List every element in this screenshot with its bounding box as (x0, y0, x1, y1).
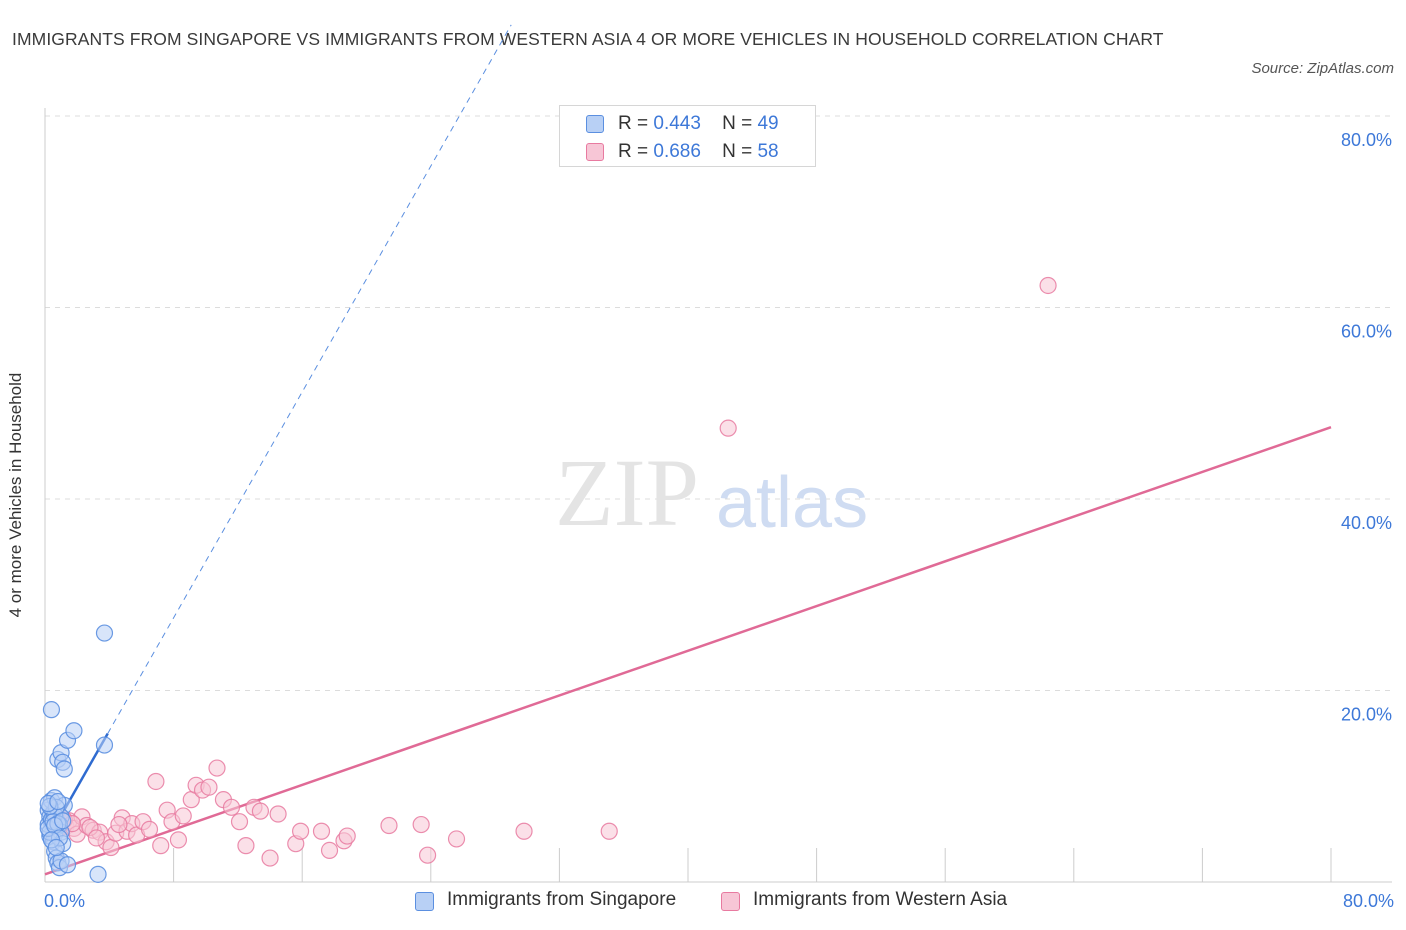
western-asia-point (152, 837, 170, 855)
western-asia-point (140, 820, 159, 838)
legend-singapore-swatch (415, 892, 434, 911)
western-asia-point (208, 759, 226, 777)
western-asia-point (237, 837, 255, 855)
western-asia-point (418, 846, 437, 864)
watermark: ZIP atlas (555, 439, 868, 546)
western-asia-point (222, 798, 241, 816)
singapore-n-value: 49 (757, 113, 779, 134)
singapore-point (47, 838, 65, 857)
western-asia-point (251, 802, 270, 820)
x-tick-label-max: 80.0% (1342, 891, 1394, 911)
singapore-point (54, 812, 72, 830)
western-asia-point (380, 816, 398, 835)
legend-singapore-label: Immigrants from Singapore (447, 889, 677, 910)
y-axis-label: 4 or more Vehicles in Household (6, 372, 25, 618)
western-asia-point (87, 829, 106, 847)
western-asia-trend-line (44, 426, 1332, 876)
western-asia-point (600, 822, 618, 840)
singapore-point (95, 736, 114, 754)
western-asia-n-label: N = (722, 141, 753, 162)
western-asia-point (291, 822, 310, 840)
source-label: Source: ZipAtlas.com (1251, 60, 1394, 77)
western-asia-n-value: 58 (757, 141, 779, 162)
singapore-point (58, 856, 77, 874)
western-asia-point (412, 815, 430, 834)
western-asia-point (174, 807, 192, 825)
singapore-point (89, 865, 107, 883)
singapore-swatch (586, 115, 604, 133)
singapore-trend-extension (107, 24, 512, 734)
legend-western-asia-swatch (721, 892, 740, 911)
western-asia-r-label: R = (618, 141, 649, 162)
singapore-n-label: N = (722, 113, 753, 134)
axes (44, 108, 1392, 883)
gridlines (45, 115, 1392, 691)
singapore-r-label: R = (618, 113, 649, 134)
singapore-point (65, 722, 83, 740)
y-tick-label: 20.0% (1341, 705, 1392, 725)
western-asia-point (338, 827, 356, 845)
western-asia-point (261, 849, 279, 867)
singapore-point (95, 624, 114, 642)
chart-title: IMMIGRANTS FROM SINGAPORE VS IMMIGRANTS … (12, 29, 1164, 49)
western-asia-point (515, 822, 533, 840)
western-asia-point (269, 805, 287, 823)
x-tick-label-min: 0.0% (44, 891, 86, 911)
western-asia-point (1039, 276, 1057, 295)
western-asia-point (312, 822, 331, 840)
singapore-r-value: 0.443 (653, 113, 701, 134)
data-points (39, 276, 1057, 883)
western-asia-swatch (586, 143, 604, 161)
western-asia-point (447, 830, 466, 848)
series-legend: Immigrants from Singapore Immigrants fro… (0, 888, 1406, 916)
singapore-point (55, 760, 73, 778)
y-tick-labels: 20.0% 40.0% 60.0% 80.0% (1341, 130, 1392, 725)
y-tick-label: 80.0% (1341, 130, 1392, 150)
western-asia-point (230, 813, 249, 831)
western-asia-stats: R = 0.686 N = 58 (618, 141, 779, 163)
y-tick-label: 60.0% (1341, 322, 1392, 342)
western-asia-point (169, 831, 188, 849)
singapore-point (49, 792, 67, 811)
western-asia-point (719, 419, 737, 437)
watermark-atlas: atlas (716, 463, 868, 543)
watermark-zip: ZIP (555, 439, 699, 546)
singapore-stats: R = 0.443 N = 49 (618, 113, 779, 135)
stats-legend: R = 0.443 N = 49 R = 0.686 N = 58 (559, 105, 816, 167)
western-asia-point (200, 778, 218, 796)
legend-western-asia-label: Immigrants from Western Asia (753, 889, 1008, 910)
singapore-point (42, 701, 61, 719)
western-asia-point (102, 838, 120, 857)
western-asia-r-value: 0.686 (653, 141, 701, 162)
western-asia-point (320, 841, 339, 860)
western-asia-point (110, 815, 128, 834)
western-asia-point (147, 772, 165, 791)
y-tick-label: 40.0% (1341, 513, 1392, 533)
